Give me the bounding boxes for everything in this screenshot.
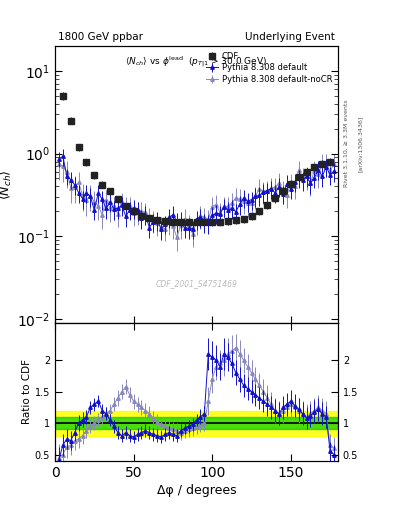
Y-axis label: Ratio to CDF: Ratio to CDF [22,359,32,424]
Text: [arXiv:1306.3436]: [arXiv:1306.3436] [358,115,363,172]
Text: Underlying Event: Underlying Event [245,32,335,42]
Text: 1800 GeV ppbar: 1800 GeV ppbar [58,32,143,42]
Text: CDF_2001_S4751469: CDF_2001_S4751469 [156,280,237,288]
X-axis label: Δφ / degrees: Δφ / degrees [157,484,236,497]
Y-axis label: $\langle N_{ch}\rangle$: $\langle N_{ch}\rangle$ [0,169,14,200]
Text: $\langle N_{ch}\rangle$ vs $\phi^{\rm lead}$  ($p_{T|1}$ > 30.0 GeV): $\langle N_{ch}\rangle$ vs $\phi^{\rm le… [125,54,268,70]
Text: Rivet 3.1.10, ≥ 3.3M events: Rivet 3.1.10, ≥ 3.3M events [344,99,349,187]
Legend: CDF, Pythia 8.308 default, Pythia 8.308 default-noCR: CDF, Pythia 8.308 default, Pythia 8.308 … [204,50,334,86]
